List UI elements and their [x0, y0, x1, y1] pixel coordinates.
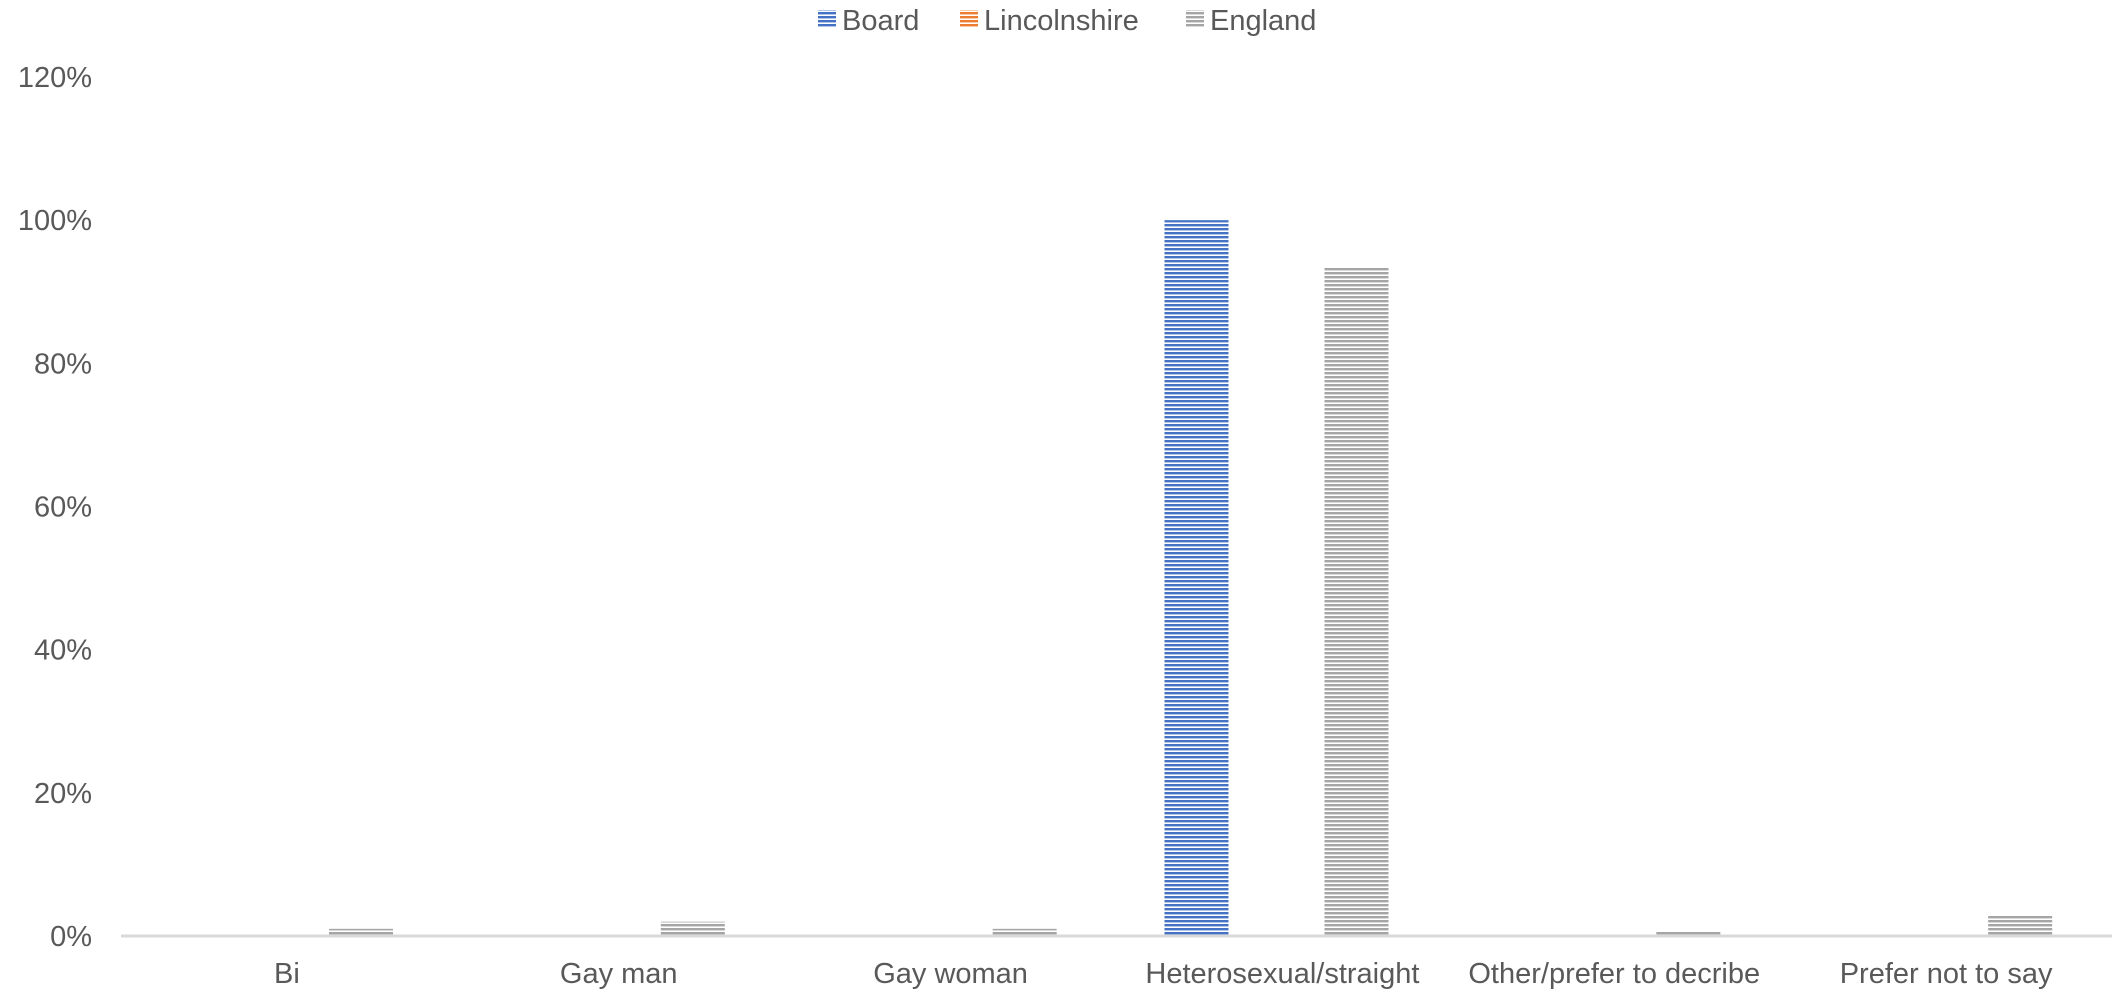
x-category-label: Gay man [560, 958, 678, 990]
bars [329, 220, 2053, 937]
legend-label-lincolnshire: Lincolnshire [984, 5, 1139, 37]
x-category-label: Bi [274, 958, 300, 990]
legend-item-england[interactable]: England [1186, 5, 1316, 37]
x-category-label: Other/prefer to decribe [1468, 958, 1760, 990]
x-category-label: Gay woman [873, 958, 1028, 990]
bar-england-1 [660, 921, 725, 936]
y-axis: 0% 20% 40% 60% 80% 100% 120% [18, 62, 92, 953]
y-tick-label: 80% [34, 348, 92, 380]
y-tick-label: 100% [18, 205, 92, 237]
y-tick-label: 60% [34, 492, 92, 524]
bar-england-5 [1988, 914, 2053, 936]
x-category-label: Prefer not to say [1840, 958, 2053, 990]
y-tick-label: 20% [34, 778, 92, 810]
legend-swatch-lincolnshire [960, 10, 978, 28]
bar-england-0 [329, 928, 393, 936]
y-tick-label: 40% [34, 635, 92, 667]
legend-item-board[interactable]: Board [818, 5, 919, 37]
bar-england-4 [1656, 930, 1721, 936]
legend-label-england: England [1210, 5, 1316, 37]
legend-swatch-england [1186, 10, 1204, 28]
legend-swatch-board [818, 10, 836, 28]
bar-england-2 [992, 928, 1057, 936]
x-category-label: Heterosexual/straight [1145, 958, 1419, 990]
legend-item-lincolnshire[interactable]: Lincolnshire [960, 5, 1139, 37]
y-tick-label: 120% [18, 62, 92, 94]
legend-label-board: Board [842, 5, 919, 37]
y-tick-label: 0% [50, 921, 92, 953]
bar-board-3 [1164, 220, 1229, 936]
bar-england-3 [1324, 266, 1389, 937]
x-axis: Bi Gay man Gay woman Heterosexual/straig… [274, 958, 2053, 990]
legend: Board Lincolnshire England [818, 5, 1316, 37]
